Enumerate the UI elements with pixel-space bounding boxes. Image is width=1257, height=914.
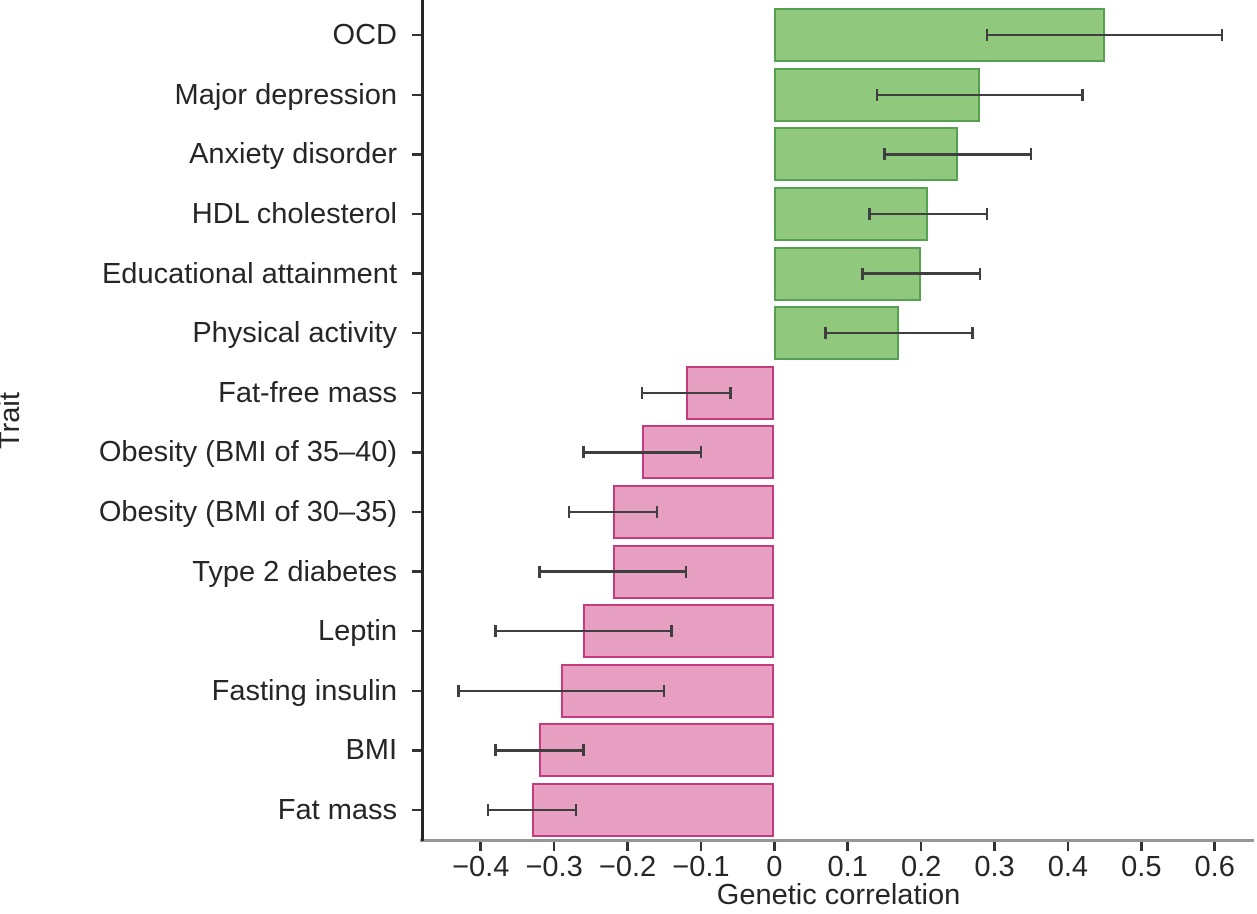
x-tick-label: 0.5 bbox=[1121, 851, 1162, 883]
x-tick-label: −0.1 bbox=[672, 851, 730, 883]
error-bar bbox=[869, 212, 988, 216]
y-tick-label: Leptin bbox=[317, 615, 397, 648]
error-bar-cap-low bbox=[457, 684, 460, 697]
y-tick-label: BMI bbox=[345, 734, 397, 767]
y-tick-label: OCD bbox=[332, 19, 397, 52]
y-tick-label: Fat-free mass bbox=[218, 376, 397, 409]
error-bar-cap-low bbox=[538, 565, 541, 578]
error-bar-cap-low bbox=[494, 625, 497, 638]
y-tick-mark bbox=[412, 749, 421, 752]
y-tick-mark bbox=[412, 629, 421, 633]
error-bar-cap-high bbox=[985, 208, 989, 220]
y-tick-mark bbox=[412, 570, 421, 573]
x-tick-label: 0.1 bbox=[827, 851, 868, 883]
x-tick-mark bbox=[993, 842, 996, 851]
error-bar bbox=[884, 153, 1032, 156]
x-tick-label: 0.2 bbox=[900, 851, 942, 883]
x-tick-label: 0.3 bbox=[974, 851, 1015, 883]
error-bar-cap-low bbox=[824, 327, 827, 340]
error-bar bbox=[877, 93, 1083, 97]
x-tick-mark bbox=[1066, 842, 1070, 851]
x-tick-mark bbox=[846, 842, 849, 851]
error-bar bbox=[488, 808, 577, 812]
error-bar-cap-high bbox=[582, 744, 585, 757]
error-bar bbox=[495, 749, 584, 752]
error-bar bbox=[825, 331, 973, 335]
error-bar-cap-high bbox=[1081, 88, 1084, 101]
error-bar-cap-high bbox=[662, 684, 666, 697]
error-bar-cap-low bbox=[486, 804, 490, 816]
error-bar-cap-low bbox=[868, 208, 871, 220]
error-bar-cap-high bbox=[1029, 148, 1033, 161]
y-tick-mark bbox=[412, 391, 421, 395]
x-tick-label: 0.4 bbox=[1047, 851, 1089, 883]
error-bar-cap-low bbox=[567, 506, 571, 518]
y-tick-label: Major depression bbox=[174, 78, 397, 111]
error-bar-cap-high bbox=[1220, 29, 1224, 42]
error-bar-cap-high bbox=[670, 625, 673, 638]
y-tick-label: Anxiety disorder bbox=[189, 138, 397, 171]
y-tick-label: Obesity (BMI of 35–40) bbox=[98, 436, 397, 469]
x-tick-mark bbox=[1140, 842, 1143, 851]
y-tick-mark bbox=[412, 212, 421, 216]
y-tick-label: Obesity (BMI of 30–35) bbox=[98, 496, 397, 528]
y-tick-mark bbox=[412, 153, 421, 156]
error-bar-cap-high bbox=[978, 267, 982, 280]
error-bar-cap-low bbox=[861, 267, 864, 280]
x-tick-mark bbox=[479, 842, 482, 851]
error-bar-cap-high bbox=[729, 386, 732, 399]
x-tick-mark bbox=[773, 842, 776, 851]
error-bar-cap-high bbox=[574, 804, 578, 816]
error-bar bbox=[642, 391, 731, 395]
x-tick-label: 0 bbox=[766, 851, 783, 883]
y-tick-mark bbox=[412, 331, 421, 335]
y-tick-mark bbox=[412, 451, 421, 454]
y-tick-mark bbox=[412, 808, 421, 812]
error-bar bbox=[568, 510, 657, 514]
error-bar-cap-low bbox=[640, 386, 644, 399]
error-bar-cap-low bbox=[883, 148, 886, 161]
x-tick-mark bbox=[626, 842, 629, 851]
error-bar-cap-low bbox=[875, 88, 879, 101]
y-tick-mark bbox=[412, 689, 421, 693]
error-bar-cap-high bbox=[971, 327, 974, 340]
y-tick-label: Fasting insulin bbox=[211, 674, 397, 707]
y-tick-label: HDL cholesterol bbox=[191, 198, 397, 230]
x-tick-mark bbox=[699, 842, 703, 851]
x-axis-line bbox=[420, 839, 1254, 842]
y-tick-label: Type 2 diabetes bbox=[192, 555, 397, 588]
bar-negative bbox=[612, 544, 775, 599]
x-tick-label: −0.2 bbox=[598, 851, 657, 883]
error-bar bbox=[539, 570, 687, 573]
error-bar bbox=[583, 451, 701, 454]
error-bar-cap-low bbox=[985, 29, 989, 42]
x-tick-mark bbox=[1213, 842, 1216, 851]
y-tick-mark bbox=[412, 93, 421, 97]
error-bar-cap-low bbox=[494, 744, 497, 757]
y-tick-label: Physical activity bbox=[192, 317, 397, 350]
y-axis-line bbox=[421, 0, 424, 841]
error-bar bbox=[862, 272, 980, 275]
x-tick-mark bbox=[919, 842, 923, 851]
x-tick-label: 0.6 bbox=[1194, 851, 1235, 883]
y-tick-label: Fat mass bbox=[277, 794, 397, 826]
error-bar bbox=[495, 629, 672, 633]
y-tick-mark bbox=[412, 510, 421, 514]
x-tick-label: −0.4 bbox=[452, 851, 510, 883]
y-tick-mark bbox=[412, 272, 421, 275]
x-tick-mark bbox=[552, 842, 556, 851]
x-tick-label: −0.3 bbox=[525, 851, 583, 883]
error-bar-cap-high bbox=[699, 446, 703, 459]
error-bar-cap-high bbox=[684, 565, 688, 578]
y-tick-mark bbox=[412, 33, 421, 37]
y-axis-title: Trait bbox=[0, 392, 26, 449]
x-axis-title: Genetic correlation bbox=[716, 879, 961, 911]
error-bar-cap-low bbox=[582, 446, 585, 459]
error-bar-cap-high bbox=[655, 506, 659, 518]
error-bar bbox=[458, 689, 665, 693]
bar-positive bbox=[774, 127, 958, 182]
y-tick-label: Educational attainment bbox=[101, 257, 397, 290]
error-bar bbox=[987, 33, 1223, 37]
